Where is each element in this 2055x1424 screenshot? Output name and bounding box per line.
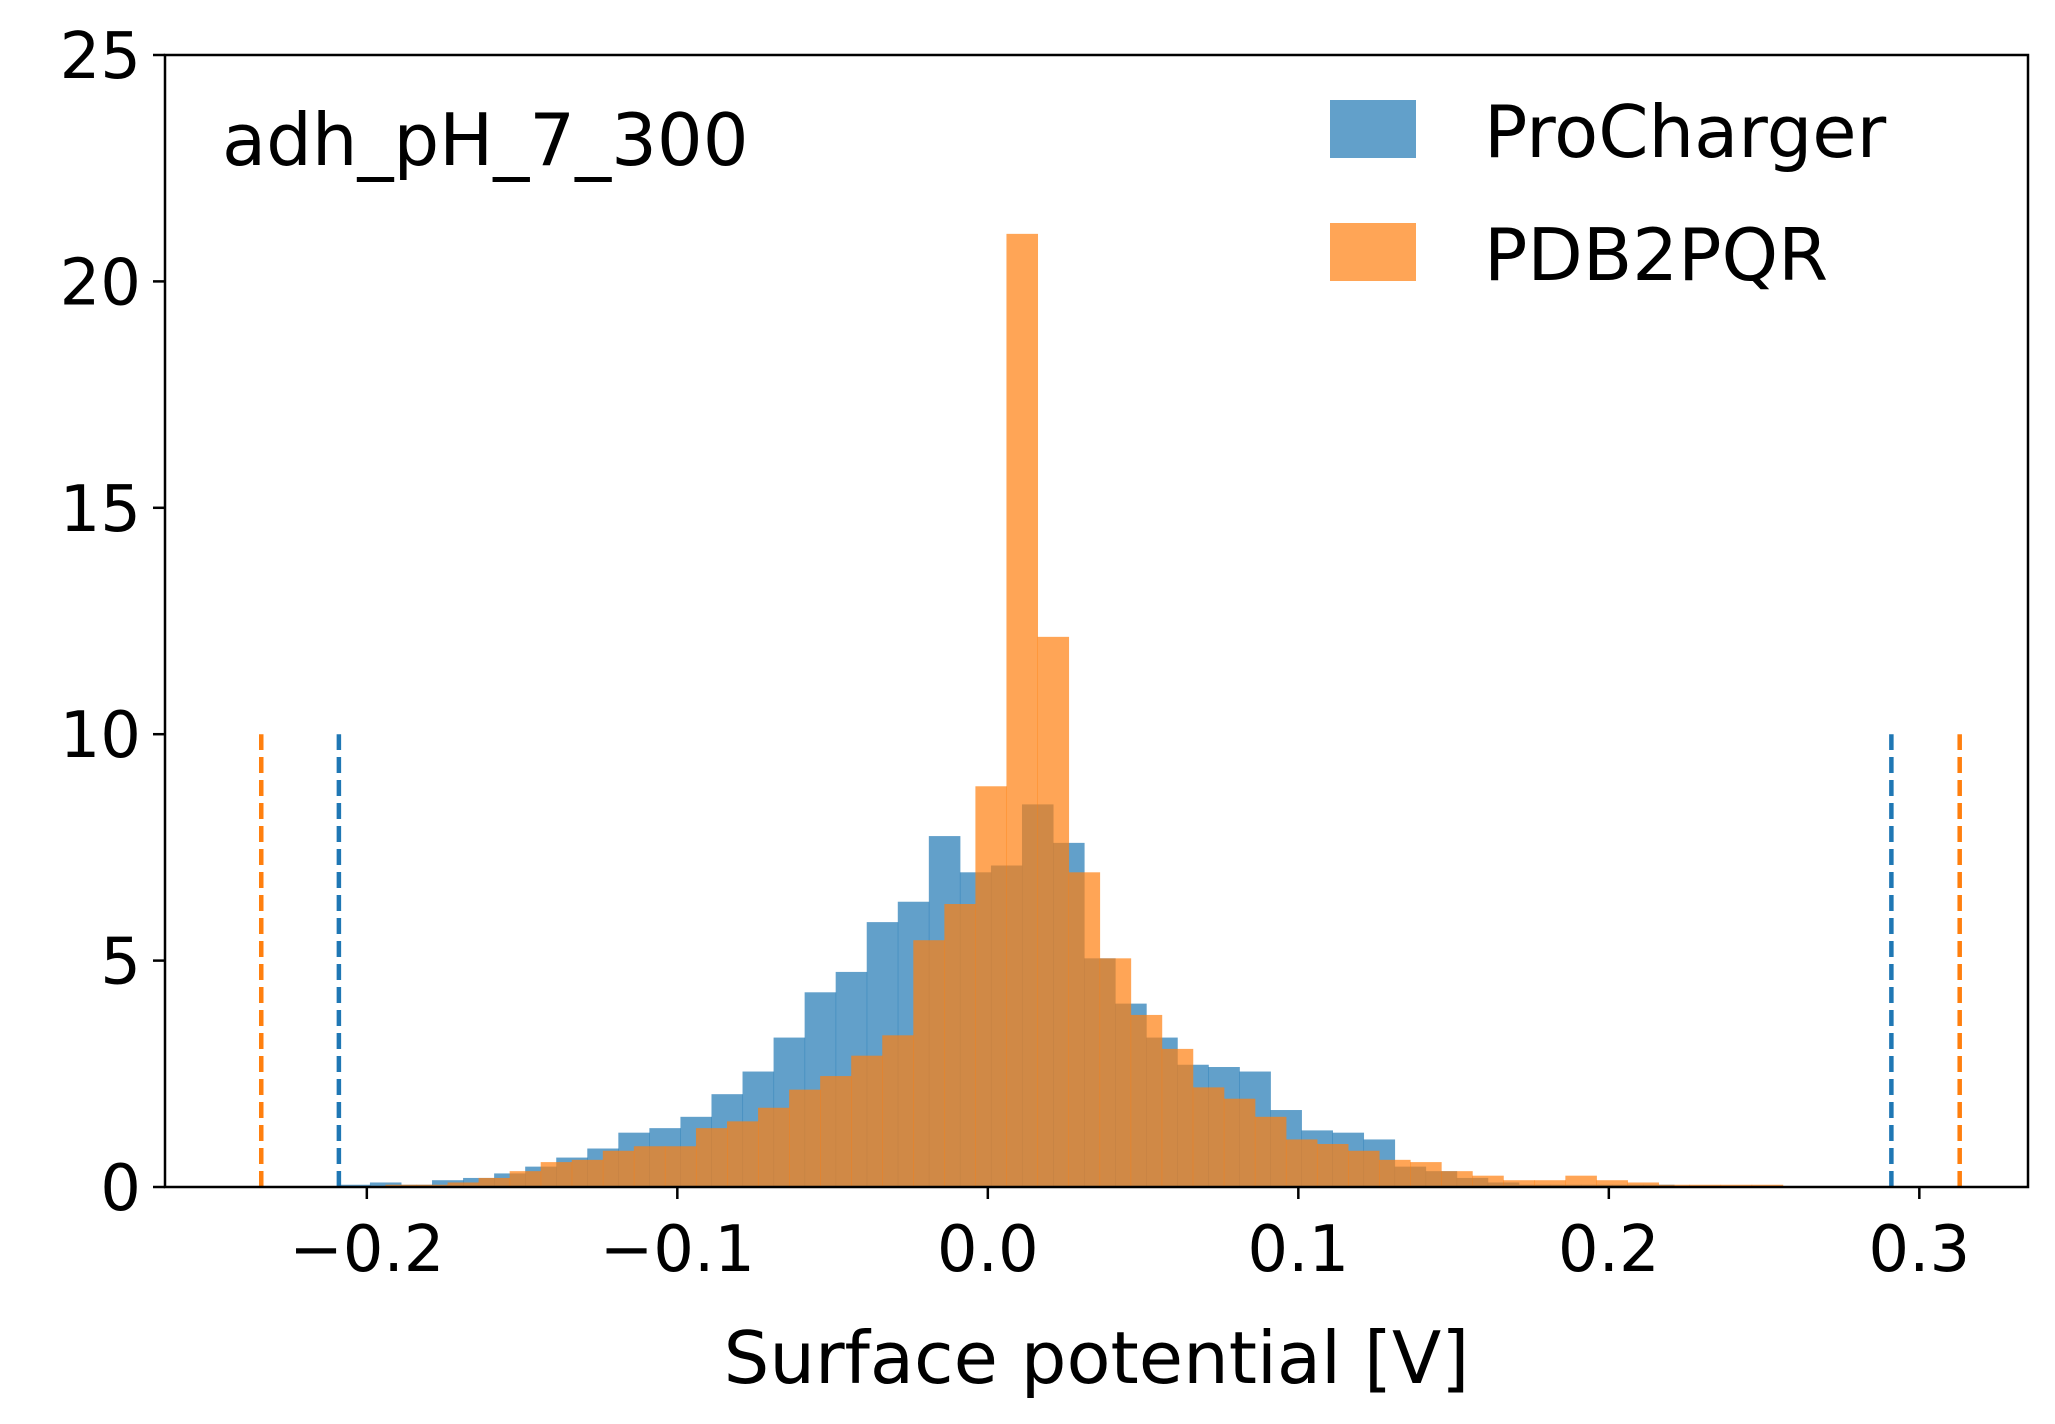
histogram-bar [727,1121,759,1187]
histogram-bar [571,1159,604,1187]
x-axis-ticks: −0.2 −0.1 0.0 0.1 0.2 0.3 [289,1187,1970,1287]
histogram-bar [789,1089,821,1187]
y-tick-label: 10 [60,699,141,773]
y-axis-ticks: 0 5 10 15 20 25 [60,20,165,1226]
histogram-bar [1379,1159,1411,1187]
x-axis-label: Surface potential [V] [724,1316,1470,1400]
histogram-bar [540,1162,573,1187]
histogram-bar [1596,1180,1628,1187]
histogram-bar [1472,1175,1504,1187]
histogram-bar [851,1055,883,1187]
series-pdb2pqr [385,233,1815,1187]
x-tick-label: −0.1 [600,1213,755,1287]
legend: ProCharger PDB2PQR [1330,90,1887,297]
histogram-bar [1130,1014,1163,1187]
histogram-bar [664,1146,697,1187]
histogram-bar [695,1128,728,1187]
histogram-bar [1223,1098,1256,1187]
histogram-bar [1410,1162,1442,1187]
histogram-bar [758,1107,790,1187]
legend-label-procharger: ProCharger [1484,90,1887,174]
histogram-bar [1006,233,1039,1187]
histogram-bar [1099,958,1132,1187]
legend-label-pdb2pqr: PDB2PQR [1484,213,1828,297]
histogram-bar [633,1146,666,1187]
histogram-bar [820,1076,852,1187]
histogram-bar [913,940,945,1187]
histogram-bar [1192,1087,1225,1187]
histogram-bar [1037,636,1070,1187]
x-tick-label: 0.0 [937,1213,1039,1287]
y-tick-label: 5 [100,926,141,1000]
x-tick-label: 0.1 [1247,1213,1349,1287]
histogram-bar [1441,1171,1473,1187]
histogram-bar [1068,872,1101,1187]
histogram-bar [1627,1182,1660,1187]
threshold-lines [259,734,1962,1187]
y-tick-label: 20 [60,246,141,320]
histogram-bar [509,1171,542,1187]
plot-annotation: adh_pH_7_300 [222,98,749,182]
histogram-bar [478,1177,511,1187]
histogram-bar [1503,1180,1535,1187]
histogram-bar [975,786,1007,1187]
histogram-bars [338,233,1815,1187]
histogram-bar [1316,1143,1349,1187]
histogram-bar [447,1182,480,1187]
histogram-bar [602,1150,635,1187]
y-tick-label: 15 [60,473,141,547]
histogram-bar [1161,1048,1194,1187]
legend-swatch-pdb2pqr [1330,223,1416,281]
y-tick-label: 25 [60,20,141,94]
histogram-bar [1565,1175,1597,1187]
histogram-bar [882,1035,914,1187]
y-tick-label: 0 [100,1152,141,1226]
plot-frame [163,53,2030,1189]
histogram-bar [1348,1150,1380,1187]
x-tick-label: −0.2 [289,1213,444,1287]
histogram-bar [1285,1139,1318,1187]
x-tick-label: 0.2 [1558,1213,1660,1287]
histogram-bar [1534,1180,1566,1187]
legend-swatch-procharger [1330,100,1416,158]
histogram-bar [944,904,976,1187]
x-tick-label: 0.3 [1868,1213,1970,1287]
histogram-bar [1254,1116,1287,1187]
